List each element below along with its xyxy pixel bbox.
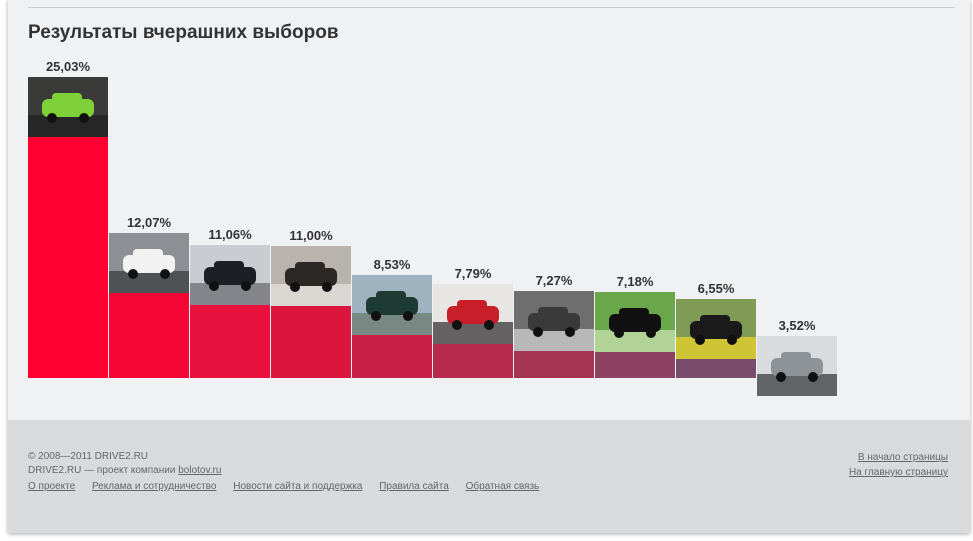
footer-company: DRIVE2.RU — проект компании bolotov.ru xyxy=(28,465,221,476)
page-frame: Результаты вчерашних выборов 25,03% 12,07… xyxy=(8,0,970,533)
bar-value-label: 11,00% xyxy=(289,228,333,243)
red-sportscar-photo-icon xyxy=(433,284,513,344)
footer-copyright: © 2008—2011 DRIVE2.RU xyxy=(28,451,149,462)
bar-value-label: 7,18% xyxy=(616,274,654,289)
bar-1[interactable] xyxy=(28,77,108,378)
bar-value-label: 3,52% xyxy=(778,318,816,333)
footer-links: О проекте Реклама и сотрудничество Новос… xyxy=(28,481,553,492)
green-car-photo-icon xyxy=(28,77,108,137)
bar-value-label: 6,55% xyxy=(697,281,735,296)
silver-car-photo-icon xyxy=(757,336,837,396)
divider xyxy=(28,7,955,8)
bar-6[interactable] xyxy=(433,284,513,378)
wheels-photo-icon xyxy=(271,246,351,306)
green-sedan-photo-icon xyxy=(352,275,432,335)
black-sedan-photo-icon xyxy=(676,299,756,359)
page-title: Результаты вчерашних выборов xyxy=(28,22,339,43)
to-top-link[interactable]: В начало страницы xyxy=(857,452,948,463)
footer-link-rules[interactable]: Правила сайта xyxy=(379,481,449,492)
footer-link-feedback[interactable]: Обратная связь xyxy=(465,481,540,492)
bar-8[interactable] xyxy=(595,292,675,378)
white-bmw-photo-icon xyxy=(109,233,189,293)
black-car-park-photo-icon xyxy=(595,292,675,352)
results-bar-chart: 25,03% 12,07% 11,06% 11,00% 8,53% 7,79% 7,27% 7… xyxy=(8,0,970,420)
footer-company-link[interactable]: bolotov.ru xyxy=(178,465,222,476)
bar-7[interactable] xyxy=(514,291,594,378)
footer-link-news[interactable]: Новости сайта и поддержка xyxy=(233,481,363,492)
bar-5[interactable] xyxy=(352,275,432,378)
bar-3[interactable] xyxy=(190,245,270,378)
black-hatchback-photo-icon xyxy=(190,245,270,305)
to-home-link[interactable]: На главную страницу xyxy=(848,467,948,478)
bar-4[interactable] xyxy=(271,246,351,378)
bar-2[interactable] xyxy=(109,233,189,378)
bar-value-label: 7,79% xyxy=(454,266,492,281)
bar-value-label: 11,06% xyxy=(208,227,252,242)
bar-value-label: 8,53% xyxy=(373,257,411,272)
bar-value-label: 25,03% xyxy=(45,59,91,74)
footer-link-advertising[interactable]: Реклама и сотрудничество xyxy=(91,481,217,492)
footer: © 2008—2011 DRIVE2.RU DRIVE2.RU — проект… xyxy=(8,420,970,533)
bar-value-label: 7,27% xyxy=(535,273,573,288)
footer-company-prefix: DRIVE2.RU — проект компании xyxy=(28,465,179,476)
camo-car-photo-icon xyxy=(514,291,594,351)
footer-link-about[interactable]: О проекте xyxy=(28,481,76,492)
bar-value-label: 12,07% xyxy=(126,215,172,230)
bar-9[interactable] xyxy=(676,299,756,378)
bar-10[interactable] xyxy=(757,336,837,396)
